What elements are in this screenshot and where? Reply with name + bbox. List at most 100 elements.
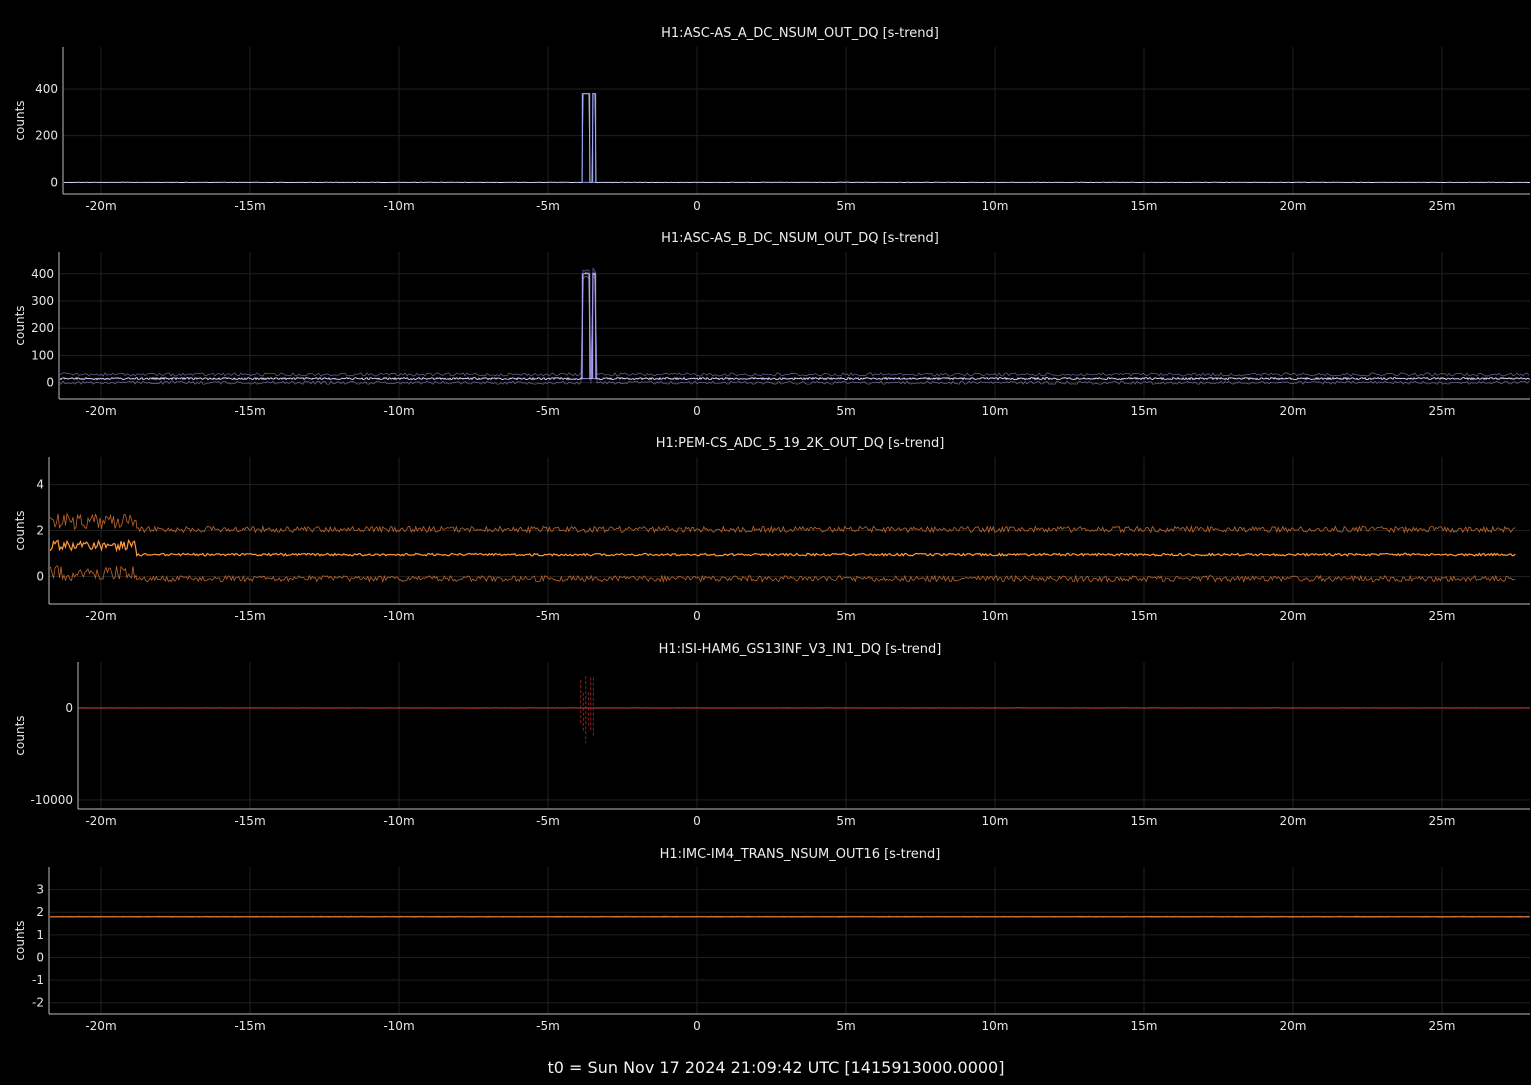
panel-title: H1:PEM-CS_ADC_5_19_2K_OUT_DQ [s-trend] — [656, 436, 945, 451]
y-tick-label: 0 — [36, 569, 44, 583]
x-tick-label: 0 — [693, 1019, 701, 1033]
y-tick-label: -1 — [32, 973, 44, 987]
x-tick-label: 0 — [693, 404, 701, 418]
x-tick-label: 20m — [1280, 814, 1307, 828]
y-tick-label: 300 — [31, 294, 54, 308]
y-tick-label: -2 — [32, 996, 44, 1010]
spike-mark — [592, 273, 597, 380]
x-tick-label: -10m — [383, 609, 414, 623]
series-line-min — [60, 276, 1530, 385]
x-tick-label: 5m — [836, 404, 855, 418]
series-group — [50, 915, 1531, 918]
x-tick-label: -15m — [234, 609, 265, 623]
x-tick-label: 25m — [1429, 609, 1456, 623]
x-tick-label: 10m — [982, 814, 1009, 828]
x-tick-label: -5m — [536, 1019, 560, 1033]
panel-5: H1:IMC-IM4_TRANS_NSUM_OUT16 [s-trend]-20… — [13, 847, 1531, 1033]
x-tick-label: 25m — [1429, 404, 1456, 418]
x-tick-label: -10m — [383, 1019, 414, 1033]
x-tick-label: 25m — [1429, 1019, 1456, 1033]
y-axis-label: counts — [13, 920, 27, 960]
panel-title: H1:ASC-AS_A_DC_NSUM_OUT_DQ [s-trend] — [661, 26, 939, 41]
x-tick-label: -10m — [383, 199, 414, 213]
x-tick-label: 0 — [693, 814, 701, 828]
y-tick-label: 3 — [36, 883, 44, 897]
y-tick-label: 4 — [36, 478, 44, 492]
y-tick-label: -10000 — [30, 793, 73, 807]
x-tick-label: 10m — [982, 609, 1009, 623]
y-tick-label: 0 — [65, 701, 73, 715]
x-tick-label: 15m — [1131, 1019, 1158, 1033]
panel-title: H1:IMC-IM4_TRANS_NSUM_OUT16 [s-trend] — [660, 847, 941, 862]
x-tick-label: 25m — [1429, 199, 1456, 213]
y-tick-label: 400 — [31, 267, 54, 281]
x-tick-label: 10m — [982, 404, 1009, 418]
y-tick-label: 0 — [46, 376, 54, 390]
x-tick-label: 5m — [836, 814, 855, 828]
x-tick-label: 5m — [836, 1019, 855, 1033]
x-tick-label: 15m — [1131, 814, 1158, 828]
x-tick-label: 15m — [1131, 199, 1158, 213]
series-line-max — [50, 512, 1516, 534]
panel-3: H1:PEM-CS_ADC_5_19_2K_OUT_DQ [s-trend] -2… — [13, 436, 1530, 623]
x-tick-label: -10m — [383, 404, 414, 418]
series-group — [79, 676, 1531, 744]
x-tick-label: 5m — [836, 199, 855, 213]
x-tick-label: -20m — [85, 609, 116, 623]
series-group — [60, 267, 1531, 385]
x-tick-label: -20m — [85, 199, 116, 213]
x-tick-label: 0 — [693, 609, 701, 623]
series-line-max — [60, 267, 1530, 377]
x-tick-label: -15m — [234, 404, 265, 418]
y-axis-label: counts — [13, 305, 27, 345]
x-tick-label: -5m — [536, 609, 560, 623]
panel-2: H1:ASC-AS_B_DC_NSUM_OUT_DQ [s-trend] -20m… — [13, 231, 1531, 418]
y-tick-label: 1 — [36, 928, 44, 942]
x-tick-label: 5m — [836, 609, 855, 623]
x-tick-label: 20m — [1280, 199, 1307, 213]
y-tick-label: 200 — [31, 321, 54, 335]
x-tick-label: -15m — [234, 199, 265, 213]
x-tick-label: -20m — [85, 1019, 116, 1033]
panel-4: H1:ISI-HAM6_GS13INF_V3_IN1_DQ [s-trend] -… — [13, 642, 1531, 828]
t0-footer: t0 = Sun Nov 17 2024 21:09:42 UTC [14159… — [548, 1058, 1005, 1077]
x-tick-label: 15m — [1131, 404, 1158, 418]
y-axis-label: counts — [13, 100, 27, 140]
y-axis-label: counts — [13, 715, 27, 755]
series-line-mean — [50, 538, 1516, 558]
x-tick-label: -15m — [234, 814, 265, 828]
series-line-mean — [64, 92, 1530, 183]
x-tick-label: -15m — [234, 1019, 265, 1033]
panel-title: H1:ASC-AS_B_DC_NSUM_OUT_DQ [s-trend] — [661, 231, 939, 246]
x-tick-label: -5m — [536, 199, 560, 213]
x-tick-label: 20m — [1280, 404, 1307, 418]
y-tick-label: 200 — [35, 129, 58, 143]
y-tick-label: 2 — [36, 905, 44, 919]
x-tick-label: 20m — [1280, 1019, 1307, 1033]
y-axis-label: counts — [13, 510, 27, 550]
x-tick-label: -5m — [536, 404, 560, 418]
x-tick-label: 20m — [1280, 609, 1307, 623]
spike-mark — [581, 93, 591, 183]
y-tick-label: 100 — [31, 348, 54, 362]
series-line-min — [50, 565, 1516, 584]
panel-1: H1:ASC-AS_A_DC_NSUM_OUT_DQ [s-trend] -20m… — [13, 26, 1530, 213]
x-tick-label: -20m — [85, 814, 116, 828]
x-tick-label: 0 — [693, 199, 701, 213]
x-tick-label: -5m — [536, 814, 560, 828]
panel-title: H1:ISI-HAM6_GS13INF_V3_IN1_DQ [s-trend] — [659, 642, 942, 657]
x-tick-label: 10m — [982, 199, 1009, 213]
x-tick-label: 10m — [982, 1019, 1009, 1033]
x-tick-label: 25m — [1429, 814, 1456, 828]
y-tick-label: 2 — [36, 524, 44, 538]
spike-mark — [592, 93, 597, 183]
series-line-mean — [60, 271, 1531, 381]
x-tick-label: 15m — [1131, 609, 1158, 623]
spike-mark — [581, 273, 591, 380]
series-group — [64, 92, 1530, 183]
x-tick-label: -10m — [383, 814, 414, 828]
y-tick-label: 0 — [36, 950, 44, 964]
series-group — [50, 512, 1516, 584]
y-tick-label: 0 — [50, 175, 58, 189]
